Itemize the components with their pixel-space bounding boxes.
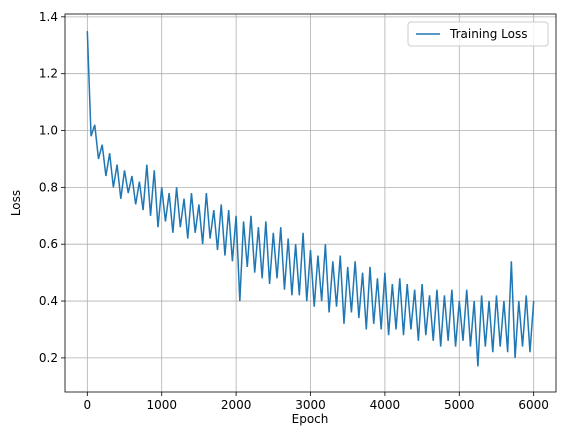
y-tick-label: 0.4 [39, 294, 58, 308]
y-tick-label: 0.2 [39, 351, 58, 365]
legend-label: Training Loss [449, 27, 527, 41]
x-tick-label: 5000 [444, 398, 475, 412]
x-tick-label: 1000 [146, 398, 177, 412]
y-tick-label: 1.4 [39, 10, 58, 24]
x-axis-label: Epoch [292, 412, 329, 426]
x-tick-label: 0 [83, 398, 91, 412]
x-tick-label: 3000 [295, 398, 326, 412]
x-tick-label: 2000 [221, 398, 252, 412]
y-tick-label: 1.0 [39, 124, 58, 138]
y-tick-label: 0.8 [39, 180, 58, 194]
loss-line [86, 31, 535, 367]
x-tick-label: 4000 [370, 398, 401, 412]
legend-box [407, 21, 549, 47]
y-axis-label: Loss [9, 190, 23, 216]
y-tick-label: 1.2 [39, 67, 58, 81]
plot-frame [64, 13, 557, 393]
y-tick-label: 0.6 [39, 237, 58, 251]
x-tick-label: 6000 [518, 398, 549, 412]
